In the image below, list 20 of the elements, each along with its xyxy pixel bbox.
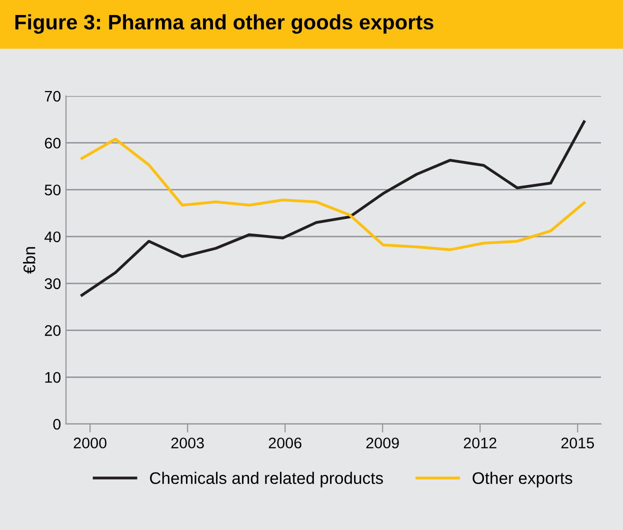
y-tick-label: 50 [44,184,61,196]
x-tick-label: 2015 [561,438,594,448]
y-tick-label: 40 [44,231,61,242]
x-tick-label: 2006 [268,438,302,448]
y-tick-label: 60 [44,138,61,149]
x-tick-label: 2012 [464,438,496,448]
y-tick-label: 30 [44,278,61,290]
y-tick-label: 10 [45,372,61,383]
y-tick-label: 70 [44,90,61,102]
line-series [80,120,586,297]
x-tick-label: 2003 [171,438,204,448]
y-axis-title: €bn [23,247,36,274]
legend-label: Chemicals and related products [150,472,383,488]
y-tick-label: 0 [53,418,61,430]
x-tick-label: 2000 [74,438,106,448]
y-tick-label: 20 [44,325,61,336]
line-series [80,138,586,252]
x-tick-label: 2009 [366,438,399,448]
chart-title: Figure 3: Pharma and other goods exports [15,14,434,34]
legend-label: Other exports [472,472,572,488]
